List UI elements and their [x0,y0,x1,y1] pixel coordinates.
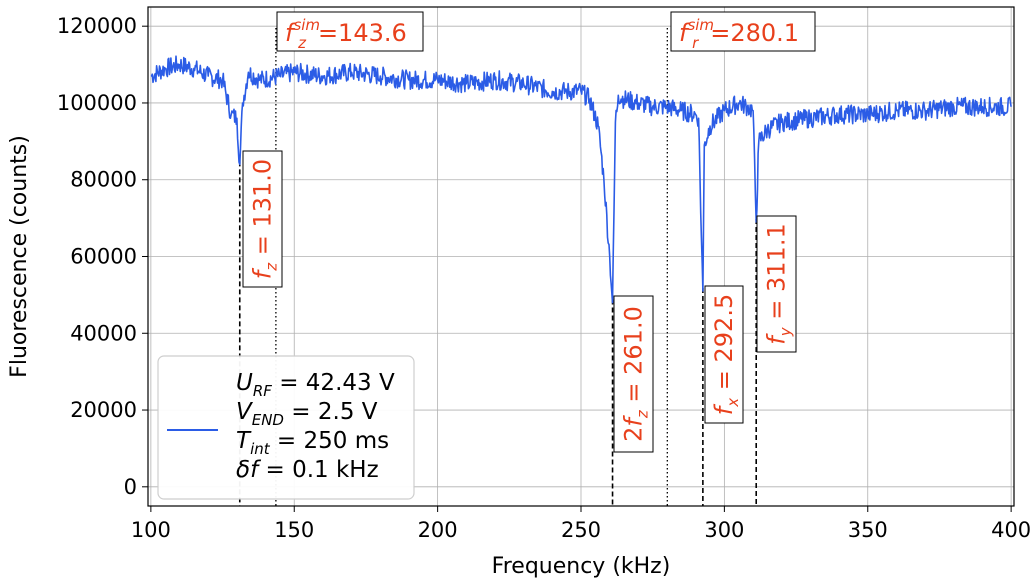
resonance-label-box [704,285,744,424]
guide-lines [238,28,758,506]
resonance-label: fz = 131.0 [249,159,281,279]
resonance-label: fy = 311.1 [763,223,795,344]
x-tick-label: 100 [131,518,171,542]
x-tick-label: 400 [991,518,1031,542]
resonance-label-box [242,150,283,288]
x-tick-label: 150 [274,518,314,542]
x-tick-label: 200 [418,518,458,542]
y-tick-label: 40000 [70,321,137,345]
grid-lines [148,7,1014,506]
y-tick-label: 120000 [57,14,137,38]
sim-label: fsim z =143.6 [285,16,407,52]
resonance-label-box [613,295,654,453]
legend-entry: δf = 0.1 kHz [236,457,379,483]
resonance-label: fx = 292.5 [710,294,742,415]
series-line [150,55,1012,304]
legend-entry: URF = 42.43 V [236,370,395,400]
y-tick-label: 80000 [70,168,137,192]
resonance-label: 2fz = 261.0 [620,306,652,442]
y-tick-label: 100000 [57,91,137,115]
y-axis-label: Fluorescence (counts) [7,135,32,378]
y-tick-label: 20000 [70,398,137,422]
sim-label-box [670,11,816,52]
sim-label-box [276,11,424,52]
sim-label: fsim r =280.1 [679,16,799,52]
legend-entry: VEND = 2.5 V [236,399,378,429]
x-axis-label: Frequency (kHz) [492,554,671,579]
y-tick-label: 0 [124,475,137,499]
annotations: fsim z =143.6 fsim r =280.1 fz = 131.0 2fz = 26… [242,11,816,453]
legend-entry: Tint = 250 ms [236,428,389,458]
x-tick-label: 250 [561,518,601,542]
resonance-label-box [756,215,797,353]
y-tick-label: 60000 [70,245,137,269]
x-tick-label: 300 [704,518,744,542]
axis-ticks: 100 150 200 250 300 350 400 0 20000 40000 60000 800… [57,14,1031,542]
legend-box [157,355,415,500]
x-tick-label: 350 [848,518,888,542]
